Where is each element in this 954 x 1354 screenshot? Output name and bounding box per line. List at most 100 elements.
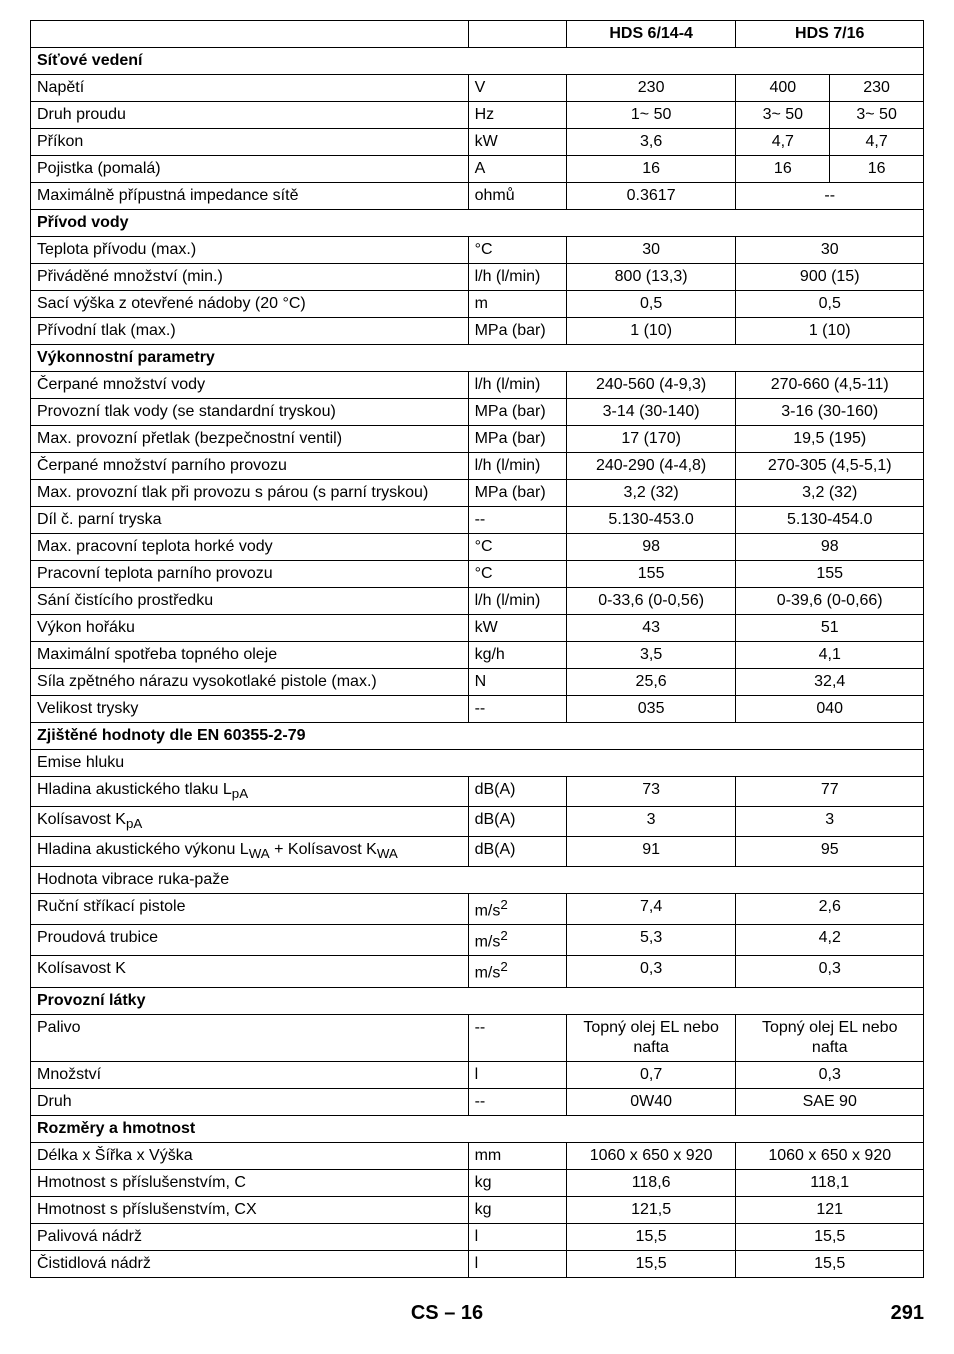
row-label: Příkon xyxy=(31,129,469,156)
row-label: Proudová trubice xyxy=(31,924,469,955)
table-row: Proudová trubicem/s25,34,2 xyxy=(31,924,924,955)
row-value-1: 43 xyxy=(566,615,736,642)
row-unit: kg/h xyxy=(468,642,566,669)
section-title: Rozměry a hmotnost xyxy=(31,1115,924,1142)
row-value-2: 32,4 xyxy=(736,669,924,696)
row-value-2: SAE 90 xyxy=(736,1088,924,1115)
row-label: Max. provozní tlak při provozu s párou (… xyxy=(31,480,469,507)
row-value-2: 5.130-454.0 xyxy=(736,507,924,534)
table-row: Čistidlová nádržl15,515,5 xyxy=(31,1250,924,1277)
row-value-1: 1~ 50 xyxy=(566,102,736,129)
row-value-1: 3,2 (32) xyxy=(566,480,736,507)
table-row: Sání čistícího prostředkul/h (l/min)0-33… xyxy=(31,588,924,615)
row-unit: m xyxy=(468,291,566,318)
row-value-2: 98 xyxy=(736,534,924,561)
row-label: Kolísavost K xyxy=(31,956,469,987)
row-value-1: 30 xyxy=(566,237,736,264)
table-row: Přívodní tlak (max.)MPa (bar)1 (10)1 (10… xyxy=(31,318,924,345)
table-row: Hmotnost s příslušenstvím, Ckg118,6118,1 xyxy=(31,1169,924,1196)
row-value-2: 0,5 xyxy=(736,291,924,318)
row-value-2: 51 xyxy=(736,615,924,642)
table-row: Velikost trysky--035040 xyxy=(31,696,924,723)
footer-page-number: 291 xyxy=(864,1302,924,1325)
row-value-1: 240-560 (4-9,3) xyxy=(566,372,736,399)
table-row: Palivo--Topný olej EL nebo naftaTopný ol… xyxy=(31,1014,924,1061)
row-value-1: 0,7 xyxy=(566,1061,736,1088)
row-unit: kW xyxy=(468,615,566,642)
row-unit: l/h (l/min) xyxy=(468,264,566,291)
row-label: Hladina akustického výkonu LWA + Kolísav… xyxy=(31,836,469,866)
section-row: Výkonnostní parametry xyxy=(31,345,924,372)
row-value-2b: 230 xyxy=(830,75,924,102)
row-unit: dB(A) xyxy=(468,777,566,807)
row-value-2: 15,5 xyxy=(736,1223,924,1250)
spec-table: HDS 6/14-4 HDS 7/16 Síťové vedeníNapětíV… xyxy=(30,20,924,1278)
section-row: Rozměry a hmotnost xyxy=(31,1115,924,1142)
row-unit: kW xyxy=(468,129,566,156)
row-unit: MPa (bar) xyxy=(468,399,566,426)
table-row: Délka x Šířka x Výškamm1060 x 650 x 9201… xyxy=(31,1142,924,1169)
section-row: Hodnota vibrace ruka-paže xyxy=(31,866,924,893)
row-unit: Hz xyxy=(468,102,566,129)
row-value-2: 1 (10) xyxy=(736,318,924,345)
row-label: Čerpané množství parního provozu xyxy=(31,453,469,480)
section-title: Výkonnostní parametry xyxy=(31,345,924,372)
row-value-2a: 4,7 xyxy=(736,129,830,156)
section-title: Provozní látky xyxy=(31,987,924,1014)
section-title: Přívod vody xyxy=(31,210,924,237)
row-label: Přiváděné množství (min.) xyxy=(31,264,469,291)
row-unit: m/s2 xyxy=(468,924,566,955)
table-row: Ruční stříkací pistolem/s27,42,6 xyxy=(31,893,924,924)
row-value-2: 2,6 xyxy=(736,893,924,924)
section-row: Přívod vody xyxy=(31,210,924,237)
row-label: Palivo xyxy=(31,1014,469,1061)
row-unit: kg xyxy=(468,1196,566,1223)
header-blank-2 xyxy=(468,21,566,48)
table-row: Díl č. parní tryska--5.130-453.05.130-45… xyxy=(31,507,924,534)
row-value-2: 155 xyxy=(736,561,924,588)
row-value-1: 16 xyxy=(566,156,736,183)
row-value-1: 15,5 xyxy=(566,1223,736,1250)
table-row: Hladina akustického tlaku LpAdB(A)7377 xyxy=(31,777,924,807)
row-value-2: 118,1 xyxy=(736,1169,924,1196)
table-row: Pracovní teplota parního provozu°C155155 xyxy=(31,561,924,588)
row-value-2: 4,1 xyxy=(736,642,924,669)
row-value-2: 121 xyxy=(736,1196,924,1223)
row-label: Hmotnost s příslušenstvím, C xyxy=(31,1169,469,1196)
row-value-1: 155 xyxy=(566,561,736,588)
row-label: Přívodní tlak (max.) xyxy=(31,318,469,345)
row-unit: kg xyxy=(468,1169,566,1196)
row-value-1: 121,5 xyxy=(566,1196,736,1223)
row-label: Napětí xyxy=(31,75,469,102)
row-value-2: 4,2 xyxy=(736,924,924,955)
section-row: Provozní látky xyxy=(31,987,924,1014)
row-label: Díl č. parní tryska xyxy=(31,507,469,534)
row-value-1: 118,6 xyxy=(566,1169,736,1196)
row-unit: -- xyxy=(468,696,566,723)
row-unit: dB(A) xyxy=(468,836,566,866)
row-label: Maximálně přípustná impedance sítě xyxy=(31,183,469,210)
row-unit: l/h (l/min) xyxy=(468,372,566,399)
row-value-2: 3-16 (30-160) xyxy=(736,399,924,426)
row-label: Čerpané množství vody xyxy=(31,372,469,399)
row-unit: l xyxy=(468,1250,566,1277)
row-unit: ohmů xyxy=(468,183,566,210)
table-row: Síla zpětného nárazu vysokotlaké pistole… xyxy=(31,669,924,696)
row-value-2: 900 (15) xyxy=(736,264,924,291)
row-value-1: 5,3 xyxy=(566,924,736,955)
row-unit: l/h (l/min) xyxy=(468,588,566,615)
row-value-1: 1060 x 650 x 920 xyxy=(566,1142,736,1169)
row-unit: V xyxy=(468,75,566,102)
row-value-2: 1060 x 650 x 920 xyxy=(736,1142,924,1169)
row-unit: -- xyxy=(468,1014,566,1061)
row-value-1: 0-33,6 (0-0,56) xyxy=(566,588,736,615)
row-value-1: 3,5 xyxy=(566,642,736,669)
row-value-1: 240-290 (4-4,8) xyxy=(566,453,736,480)
table-header-row: HDS 6/14-4 HDS 7/16 xyxy=(31,21,924,48)
row-label: Provozní tlak vody (se standardní trysko… xyxy=(31,399,469,426)
row-label: Palivová nádrž xyxy=(31,1223,469,1250)
table-row: Množstvíl0,70,3 xyxy=(31,1061,924,1088)
table-row: Maximálně přípustná impedance sítěohmů0.… xyxy=(31,183,924,210)
header-hds6144: HDS 6/14-4 xyxy=(566,21,736,48)
table-row: Druh prouduHz1~ 503~ 503~ 50 xyxy=(31,102,924,129)
